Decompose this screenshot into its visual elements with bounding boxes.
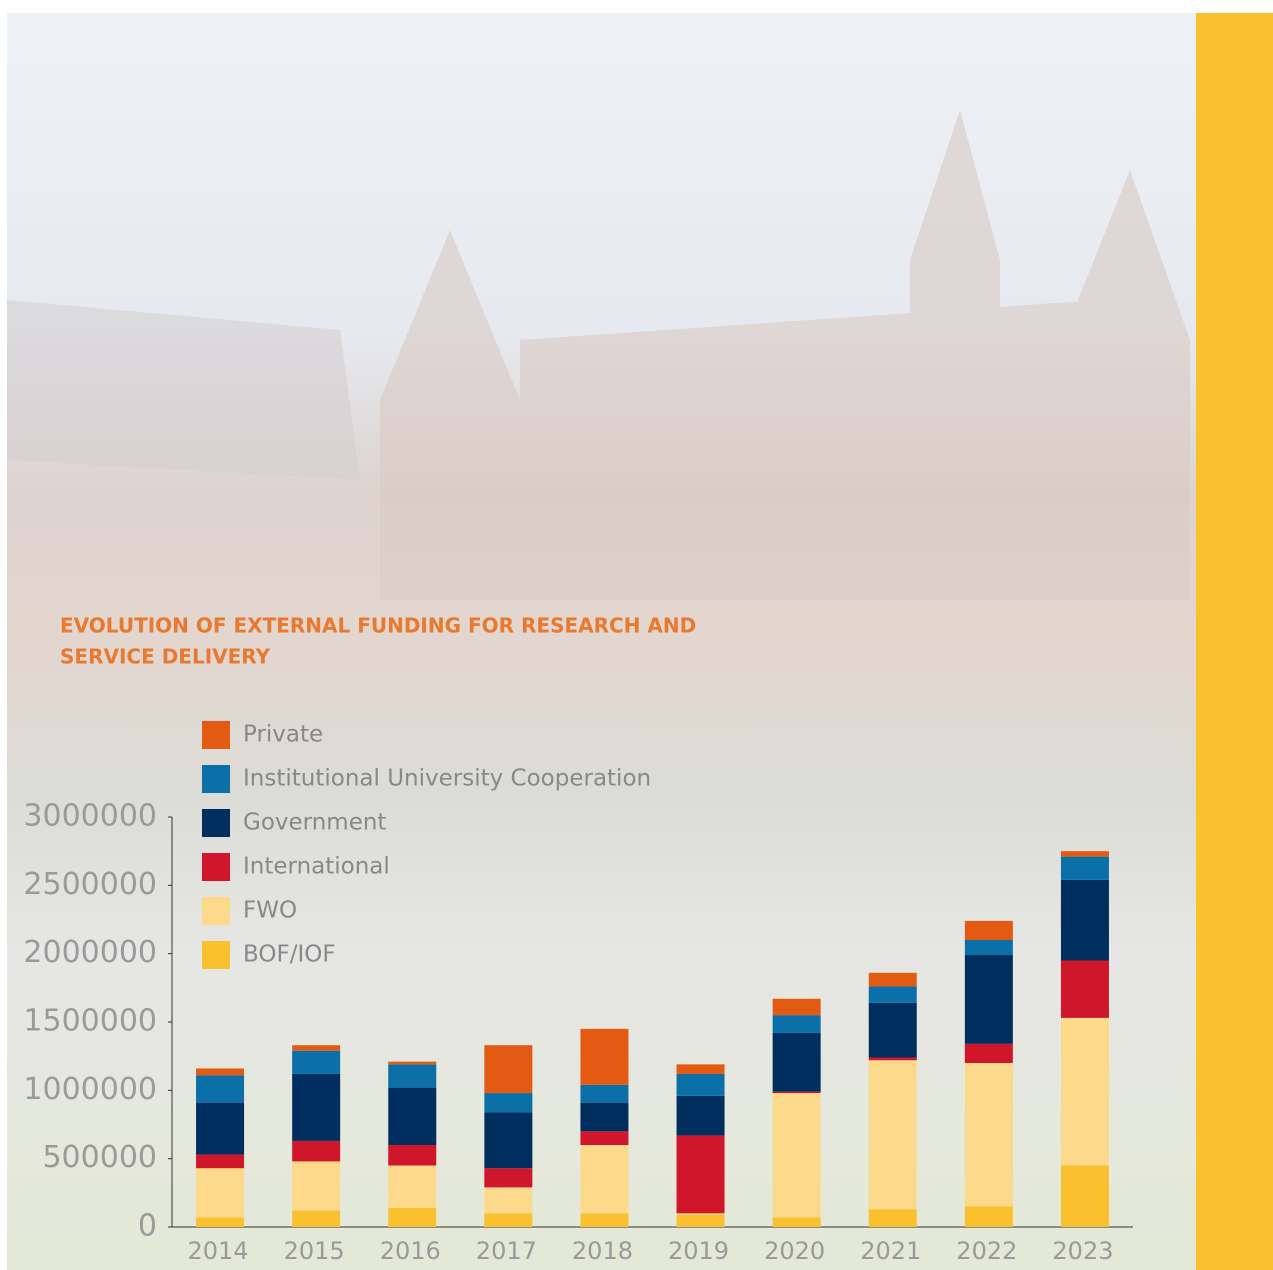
bar-segment: [580, 1103, 628, 1132]
y-tick-label: 1000000: [23, 1072, 157, 1107]
bar-segment: [580, 1085, 628, 1103]
bar-segment: [677, 1213, 725, 1214]
bar-segment: [965, 955, 1013, 1044]
y-tick-label: 0: [138, 1209, 157, 1244]
bar-segment: [292, 1211, 340, 1227]
bar-segment: [292, 1074, 340, 1141]
bar-segment: [1061, 1018, 1109, 1166]
legend-swatch: [202, 853, 230, 881]
page: EVOLUTION OF EXTERNAL FUNDING FOR RESEAR…: [0, 0, 1273, 1270]
bar-segment: [1061, 961, 1109, 1018]
bar-segment: [484, 1112, 532, 1168]
bar-segment: [869, 1209, 917, 1227]
bar-segment: [196, 1168, 244, 1217]
bar-segment: [580, 1145, 628, 1213]
bar-segment: [677, 1074, 725, 1096]
y-tick-label: 500000: [42, 1140, 157, 1175]
bar-segment: [196, 1103, 244, 1155]
x-tick-label: 2014: [188, 1237, 249, 1265]
bar-segment: [677, 1135, 725, 1213]
legend-label: Institutional University Cooperation: [243, 766, 651, 792]
bar-segment: [965, 1207, 1013, 1228]
bar-segment: [677, 1096, 725, 1136]
bar-segment: [196, 1217, 244, 1227]
bar-segment: [292, 1051, 340, 1074]
bar-segment: [965, 940, 1013, 955]
y-tick-label: 2500000: [23, 867, 157, 902]
bar-segment: [1061, 1166, 1109, 1228]
bar-segment: [388, 1088, 436, 1145]
bar-segment: [773, 999, 821, 1015]
bar-segment: [388, 1145, 436, 1166]
bar-segment: [869, 986, 917, 1002]
bar-segment: [388, 1062, 436, 1065]
x-tick-label: 2017: [476, 1237, 537, 1265]
bar-segment: [965, 1063, 1013, 1207]
x-tick-label: 2021: [860, 1237, 921, 1265]
bar-segment: [292, 1141, 340, 1162]
bar-segment: [869, 1060, 917, 1209]
legend-label: Private: [243, 722, 323, 748]
chart-title: EVOLUTION OF EXTERNAL FUNDING FOR RESEAR…: [60, 614, 696, 638]
legend-swatch: [202, 897, 230, 925]
bar-segment: [869, 1003, 917, 1058]
bar-segment: [869, 973, 917, 987]
chart-title: SERVICE DELIVERY: [60, 645, 271, 669]
x-tick-label: 2018: [572, 1237, 633, 1265]
bar-segment: [388, 1064, 436, 1087]
legend-label: BOF/IOF: [243, 942, 336, 968]
legend-label: International: [243, 854, 390, 880]
bar-segment: [773, 1015, 821, 1033]
side-bar: [1196, 13, 1273, 1270]
y-tick-label: 3000000: [23, 799, 157, 834]
bar-segment: [196, 1075, 244, 1102]
bar-segment: [484, 1045, 532, 1093]
bar-segment: [677, 1064, 725, 1074]
bar-segment: [580, 1213, 628, 1227]
bar-segment: [773, 1033, 821, 1092]
bar-segment: [196, 1068, 244, 1075]
legend-swatch: [202, 765, 230, 793]
bar-segment: [773, 1093, 821, 1217]
bar-segment: [773, 1092, 821, 1093]
x-tick-label: 2019: [668, 1237, 729, 1265]
bar-segment: [484, 1187, 532, 1213]
bar-segment: [388, 1166, 436, 1208]
bar-segment: [869, 1058, 917, 1061]
bar-segment: [580, 1029, 628, 1085]
bar-segment: [292, 1161, 340, 1210]
bar-segment: [484, 1213, 532, 1227]
bar-segment: [1061, 857, 1109, 880]
bar-segment: [677, 1215, 725, 1227]
x-tick-label: 2022: [956, 1237, 1017, 1265]
bar-segment: [1061, 880, 1109, 961]
x-tick-label: 2015: [284, 1237, 345, 1265]
bar-segment: [773, 1217, 821, 1227]
legend-swatch: [202, 809, 230, 837]
legend-swatch: [202, 941, 230, 969]
y-tick-label: 1500000: [23, 1004, 157, 1039]
bar-segment: [580, 1131, 628, 1145]
legend-swatch: [202, 721, 230, 749]
legend-label: FWO: [243, 898, 297, 924]
bar-segment: [484, 1168, 532, 1187]
bar-segment: [1061, 851, 1109, 856]
bar-segment: [965, 1044, 1013, 1063]
legend-label: Government: [243, 810, 386, 836]
bar-segment: [965, 921, 1013, 940]
x-tick-label: 2020: [764, 1237, 825, 1265]
x-tick-label: 2016: [380, 1237, 441, 1265]
bar-segment: [292, 1045, 340, 1050]
y-tick-label: 2000000: [23, 935, 157, 970]
x-tick-label: 2023: [1052, 1237, 1113, 1265]
bar-segment: [484, 1093, 532, 1112]
bar-segment: [196, 1155, 244, 1169]
bar-segment: [388, 1208, 436, 1227]
